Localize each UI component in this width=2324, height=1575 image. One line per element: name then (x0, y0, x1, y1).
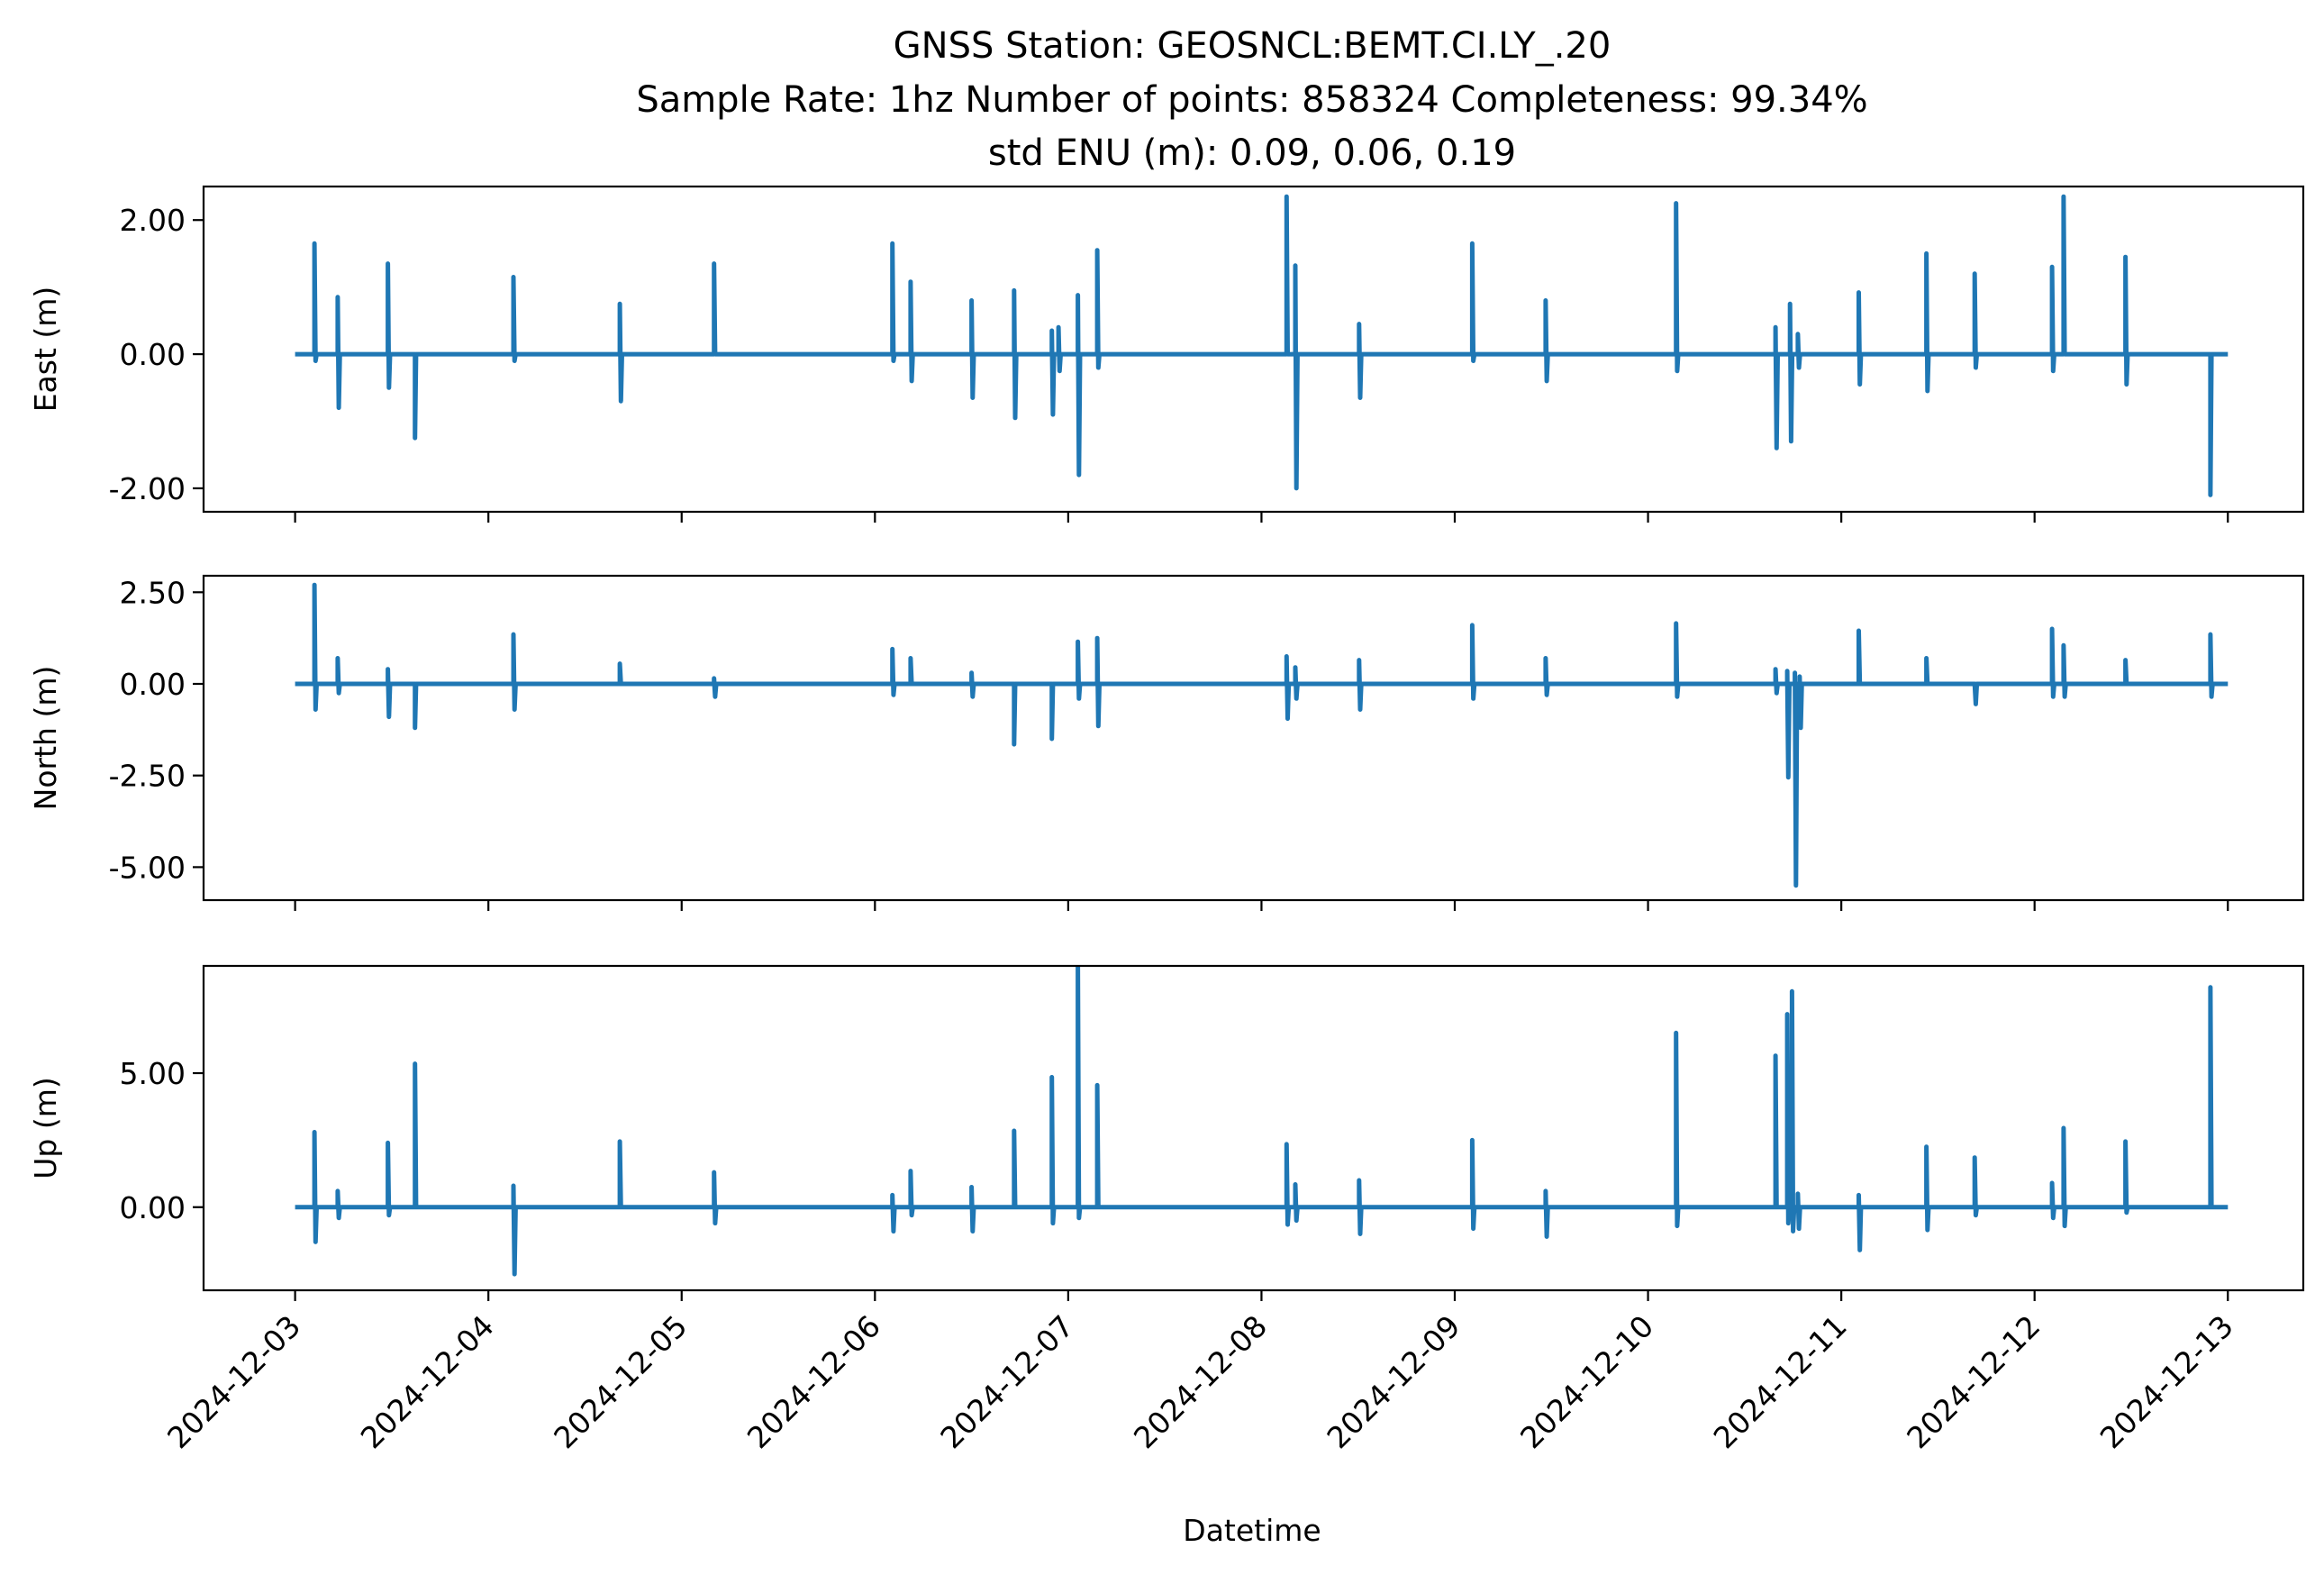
y-tick-label: -2.50 (109, 759, 186, 794)
y-tick-label: 2.50 (120, 575, 186, 610)
panel-frame (202, 185, 2305, 514)
y-tick-label: 0.00 (120, 337, 186, 372)
panel-frame (202, 964, 2305, 1292)
panel-1: 2.00 0.00 -2.00 East (m) (28, 185, 2305, 523)
y-tick-label: 0.00 (120, 1190, 186, 1225)
y-tick-label: 0.00 (120, 667, 186, 702)
y-tick-label: -2.00 (109, 471, 186, 506)
x-axis-label: Datetime (1183, 1513, 1321, 1548)
y-tick-label: -5.00 (109, 850, 186, 885)
series-line-panel-3 (295, 965, 2229, 1277)
title-line-sampling: Sample Rate: 1hz Number of points: 85832… (636, 79, 1867, 121)
panel-frame (202, 574, 2305, 902)
chart-title: GNSS Station: GEOSNCL:BEMT.CI.LY_.20 Sam… (636, 25, 1867, 174)
title-line-std: std ENU (m): 0.09, 0.06, 0.19 (988, 132, 1516, 174)
y-axis-label: North (m) (28, 666, 63, 811)
y-tick-label: 5.00 (120, 1056, 186, 1091)
series-line-panel-2 (295, 582, 2229, 888)
y-axis-label: East (m) (28, 287, 63, 413)
panel-2: 2.50 0.00 -2.50 -5.00 North (m) (28, 574, 2305, 911)
y-tick-label: 2.00 (120, 203, 186, 238)
series-line-panel-1 (295, 194, 2229, 497)
y-axis-label: Up (m) (28, 1077, 63, 1179)
title-line-station: GNSS Station: GEOSNCL:BEMT.CI.LY_.20 (894, 25, 1611, 67)
